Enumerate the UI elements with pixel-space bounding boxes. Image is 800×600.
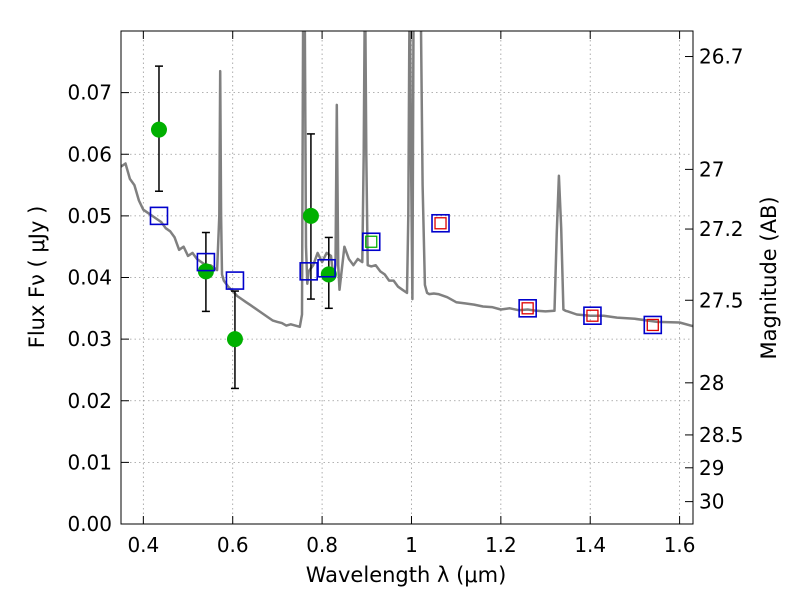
synthetic-point <box>225 271 245 290</box>
x-tick-label: 0.4 <box>127 533 159 557</box>
y-tick-label: 0.06 <box>67 142 112 166</box>
y-axis-ticks: 0.00 0.01 0.02 0.03 0.04 0.05 0.06 0.07 <box>67 81 129 536</box>
synthetic-point-inner <box>365 235 378 248</box>
synthetic-point <box>583 306 602 326</box>
y2-tick-label: 27 <box>699 157 724 181</box>
y-tick-label: 0.00 <box>67 512 112 536</box>
x-axis-label: Wavelength λ (μm) <box>306 563 507 587</box>
y2-axis-ticks: 26.7 27 27.2 27.5 28 28.5 29 30 <box>685 45 744 514</box>
observed-point <box>150 121 167 138</box>
synthetic-point <box>518 299 537 318</box>
y2-tick-label: 27.2 <box>699 217 744 241</box>
y2-tick-label: 27.5 <box>699 288 744 312</box>
y-tick-label: 0.04 <box>67 266 112 290</box>
synthetic-point <box>431 213 450 233</box>
y2-tick-label: 28.5 <box>699 423 744 447</box>
y-tick-label: 0.07 <box>67 81 112 105</box>
synthetic-point-inner <box>646 318 659 332</box>
y2-tick-label: 29 <box>699 456 724 480</box>
synthetic-point <box>196 252 216 272</box>
x-tick-label: 1 <box>405 533 418 557</box>
synthetic-point-inner <box>434 217 447 230</box>
y2-axis-label: Magnitude (AB) <box>757 196 781 359</box>
y-tick-label: 0.03 <box>67 327 112 351</box>
x-tick-label: 1.4 <box>574 533 606 557</box>
y-tick-label: 0.05 <box>67 204 112 228</box>
x-axis-ticks: 0.4 0.6 0.8 1 1.2 1.4 1.6 <box>127 31 696 557</box>
observed-points <box>150 121 337 348</box>
x-tick-label: 0.8 <box>306 533 338 557</box>
synthetic-points <box>149 206 663 335</box>
y2-tick-label: 30 <box>699 490 724 514</box>
y-tick-label: 0.01 <box>67 450 112 474</box>
synthetic-point-inner <box>521 302 534 315</box>
y-tick-label: 0.02 <box>67 389 112 413</box>
synthetic-point <box>361 232 381 252</box>
y2-tick-label: 28 <box>699 371 724 395</box>
x-tick-label: 1.6 <box>664 533 696 557</box>
observed-point <box>320 266 337 283</box>
x-tick-label: 1.2 <box>485 533 517 557</box>
synthetic-point <box>299 262 318 281</box>
synthetic-point <box>317 258 336 278</box>
synthetic-point <box>149 206 169 226</box>
y2-tick-label: 26.7 <box>699 45 744 69</box>
x-tick-label: 0.6 <box>217 533 249 557</box>
y-axis-label: Flux Fν ( μJy ) <box>25 206 49 349</box>
observed-point <box>302 207 319 224</box>
observed-point <box>226 331 243 348</box>
synthetic-point-inner <box>586 309 599 322</box>
synthetic-point <box>643 315 663 335</box>
